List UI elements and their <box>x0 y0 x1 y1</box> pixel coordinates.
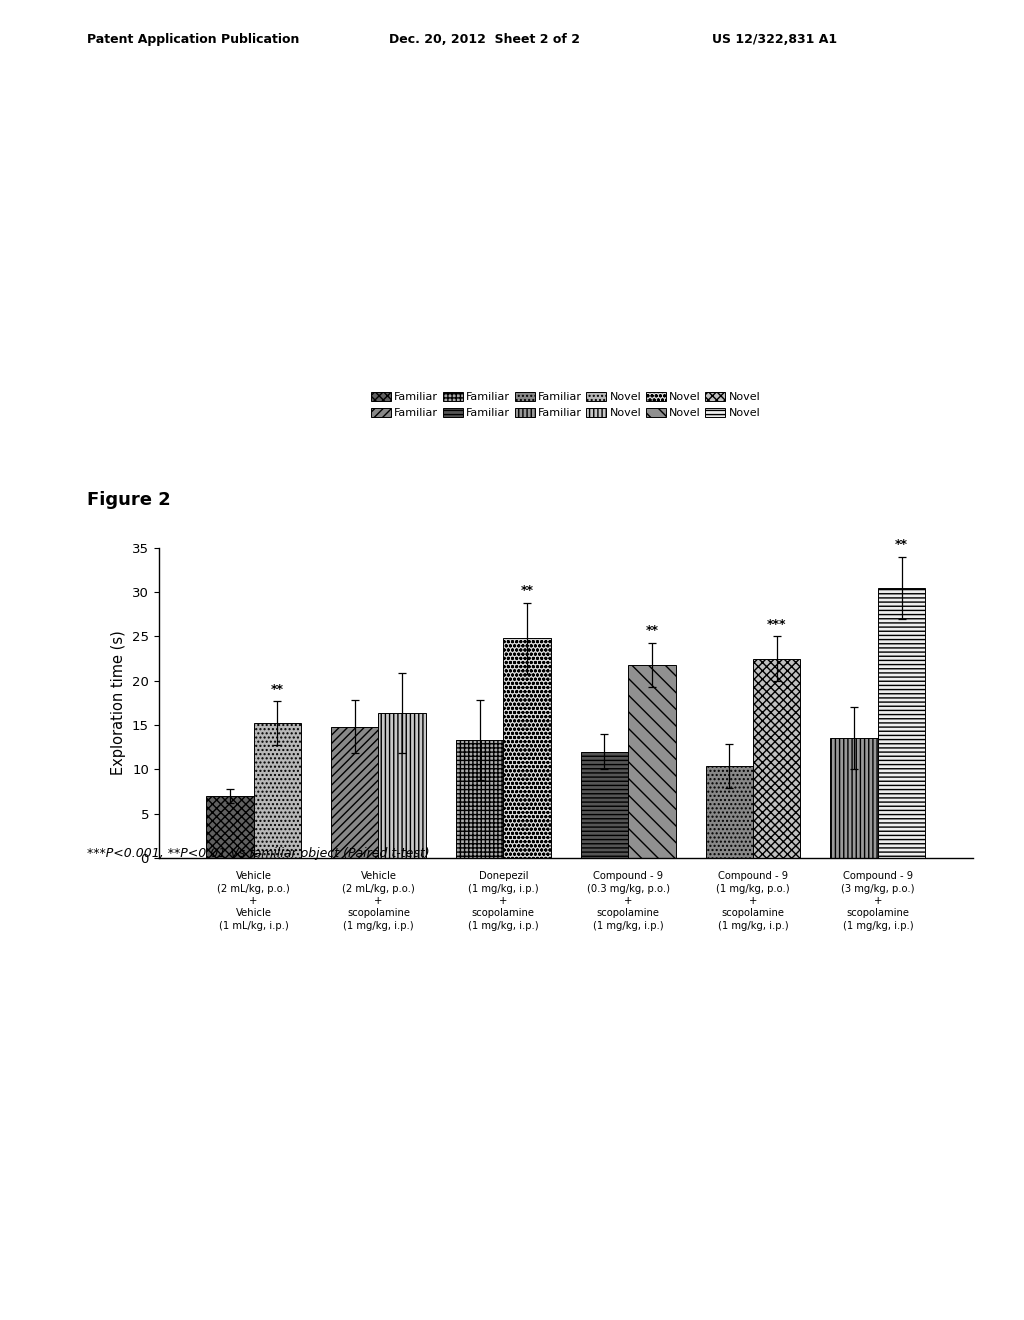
Text: ***P<0.001, **P<0.01 Vs familiar object (Paired t-test): ***P<0.001, **P<0.01 Vs familiar object … <box>87 847 430 861</box>
Bar <box>331 727 379 858</box>
Text: **: ** <box>895 539 908 552</box>
Bar <box>753 659 801 858</box>
Bar <box>504 638 551 858</box>
Text: **: ** <box>645 624 658 638</box>
Text: Figure 2: Figure 2 <box>87 491 171 510</box>
Text: **: ** <box>520 585 534 598</box>
Y-axis label: Exploration time (s): Exploration time (s) <box>112 631 126 775</box>
Bar <box>706 766 753 858</box>
Bar <box>456 741 504 858</box>
Text: **: ** <box>270 682 284 696</box>
Text: US 12/322,831 A1: US 12/322,831 A1 <box>712 33 837 46</box>
Bar <box>878 587 926 858</box>
Text: Dec. 20, 2012  Sheet 2 of 2: Dec. 20, 2012 Sheet 2 of 2 <box>389 33 581 46</box>
Bar <box>206 796 254 858</box>
Bar <box>628 665 676 858</box>
Legend: Familiar, Familiar, Familiar, Familiar, Familiar, Familiar, Novel, Novel, Novel,: Familiar, Familiar, Familiar, Familiar, … <box>371 392 761 418</box>
Bar <box>379 713 426 858</box>
Text: Patent Application Publication: Patent Application Publication <box>87 33 299 46</box>
Text: ***: *** <box>767 618 786 631</box>
Bar <box>254 723 301 858</box>
Bar <box>830 738 878 858</box>
Bar <box>581 751 628 858</box>
